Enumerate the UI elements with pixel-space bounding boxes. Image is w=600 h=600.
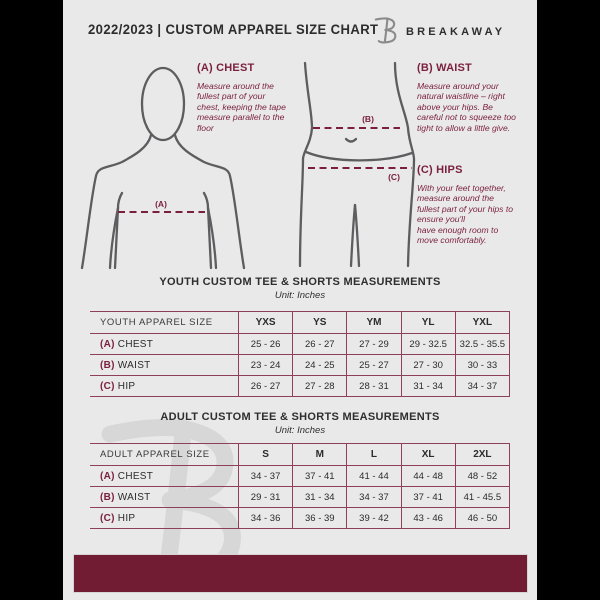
measurement-value: 29 - 32.5 <box>400 333 456 355</box>
waist-guide-heading: (B) WAIST <box>417 62 472 74</box>
measurement-value: 34 - 37 <box>346 486 402 508</box>
measurement-value: 28 - 31 <box>346 375 402 397</box>
measurement-value: 44 - 48 <box>400 465 456 487</box>
table-row: (C) HIP 34 - 36 36 - 39 39 - 42 43 - 46 46 - 5… <box>90 507 511 529</box>
chest-guide-heading: (A) CHEST <box>197 62 255 74</box>
measurement-label: (C) HIP <box>90 375 239 397</box>
table-row: (A) CHEST 25 - 26 26 - 27 27 - 29 29 - 32.5 32… <box>90 333 511 355</box>
measurement-label: (B) WAIST <box>90 486 239 508</box>
adult-section-title: ADULT CUSTOM TEE & SHORTS MEASUREMENTS <box>160 411 440 423</box>
measurement-value: 39 - 42 <box>346 507 402 529</box>
measurement-value: 36 - 39 <box>292 507 348 529</box>
table-header-row: ADULT APPAREL SIZE S M L XL 2XL <box>90 443 511 466</box>
measurement-value: 25 - 27 <box>346 354 402 376</box>
size-column-header: YM <box>346 311 402 334</box>
chest-guide: (A) CHEST Measure around the fullest par… <box>197 62 290 133</box>
measurement-key: (B) <box>100 491 115 503</box>
measurement-value: 37 - 41 <box>292 465 348 487</box>
measurement-label: (C) HIP <box>90 507 239 529</box>
upper-body-figure <box>80 66 246 270</box>
measurement-value: 26 - 27 <box>237 375 294 397</box>
size-chart-sheet: 2022/2023 | CUSTOM APPAREL SIZE CHART BR… <box>63 0 537 600</box>
measurement-value: 41 - 44 <box>346 465 402 487</box>
measurement-key: (C) <box>100 380 115 392</box>
measurement-key: (A) <box>100 470 115 482</box>
measurement-value: 25 - 26 <box>237 333 294 355</box>
page-title: 2022/2023 | CUSTOM APPAREL SIZE CHART <box>88 22 379 37</box>
measurement-key: (C) <box>100 512 115 524</box>
size-column-header: YL <box>400 311 456 334</box>
chest-line-label: (A) <box>155 199 167 209</box>
measurement-key: (A) <box>100 338 115 350</box>
measurement-value: 32.5 - 35.5 <box>454 333 511 355</box>
hips-guide: (C) HIPS With your feet together, measur… <box>417 164 516 246</box>
size-column-header: YXS <box>237 311 294 334</box>
table-label-header: ADULT APPAREL SIZE <box>90 443 239 466</box>
adult-size-table: ADULT APPAREL SIZE S M L XL 2XL (A) CHEST 34 - 3… <box>90 443 511 529</box>
table-row: (C) HIP 26 - 27 27 - 28 28 - 31 31 - 34 34 - 3… <box>90 375 511 397</box>
youth-unit-label: Unit: Inches <box>274 290 326 301</box>
table-row: (B) WAIST 29 - 31 31 - 34 34 - 37 37 - 41 41 -… <box>90 486 511 508</box>
measurement-label: (A) CHEST <box>90 465 239 487</box>
size-column-header: L <box>346 443 402 466</box>
lower-body-figure <box>298 61 416 268</box>
waist-guide: (B) WAIST Measure around your natural wa… <box>417 62 516 133</box>
measurement-value: 30 - 33 <box>454 354 511 376</box>
measurement-key: (B) <box>100 359 115 371</box>
measurement-value: 34 - 37 <box>454 375 511 397</box>
measurement-value: 29 - 31 <box>237 486 294 508</box>
footer-bar <box>73 554 528 593</box>
measurement-label: (A) CHEST <box>90 333 239 355</box>
table-label-header: YOUTH APPAREL SIZE <box>90 311 239 334</box>
measurement-value: 26 - 27 <box>292 333 348 355</box>
youth-section-title: YOUTH CUSTOM TEE & SHORTS MEASUREMENTS <box>159 276 441 288</box>
waist-line-label: (B) <box>362 114 374 124</box>
measurement-value: 24 - 25 <box>292 354 348 376</box>
measurement-label: (B) WAIST <box>90 354 239 376</box>
size-column-header: 2XL <box>454 443 511 466</box>
waist-guide-body: Measure around your natural waistline – … <box>417 81 516 133</box>
table-row: (B) WAIST 23 - 24 24 - 25 25 - 27 27 - 30 30 -… <box>90 354 511 376</box>
hips-line-label: (C) <box>388 172 400 182</box>
measurement-value: 31 - 34 <box>292 486 348 508</box>
brand-name: BREAKAWAY <box>406 26 506 38</box>
chest-guide-body: Measure around the fullest part of your … <box>197 81 286 133</box>
body-measurement-diagram: (A) (B) (C) <box>80 61 416 270</box>
measurement-value: 48 - 52 <box>454 465 511 487</box>
adult-unit-label: Unit: Inches <box>274 425 326 436</box>
measurement-value: 27 - 28 <box>292 375 348 397</box>
measurement-value: 37 - 41 <box>400 486 456 508</box>
measurement-value: 23 - 24 <box>237 354 294 376</box>
size-column-header: XL <box>400 443 456 466</box>
measurement-value: 34 - 37 <box>237 465 294 487</box>
hips-guide-body: With your feet together, measure around … <box>417 183 514 246</box>
size-column-header: M <box>292 443 348 466</box>
measurement-value: 34 - 36 <box>237 507 294 529</box>
breakaway-b-logo-icon <box>374 17 397 44</box>
hips-guide-heading: (C) HIPS <box>417 164 463 176</box>
size-column-header: S <box>237 443 294 466</box>
measurement-value: 31 - 34 <box>400 375 456 397</box>
size-column-header: YS <box>292 311 348 334</box>
table-row: (A) CHEST 34 - 37 37 - 41 41 - 44 44 - 48 48 -… <box>90 465 511 487</box>
size-column-header: YXL <box>454 311 511 334</box>
measurement-value: 41 - 45.5 <box>454 486 511 508</box>
table-header-row: YOUTH APPAREL SIZE YXS YS YM YL YXL <box>90 311 511 334</box>
measurement-value: 43 - 46 <box>400 507 456 529</box>
measurement-value: 46 - 50 <box>454 507 511 529</box>
brand-lockup: BREAKAWAY <box>373 15 505 45</box>
measurement-value: 27 - 30 <box>400 354 456 376</box>
youth-size-table: YOUTH APPAREL SIZE YXS YS YM YL YXL (A) CHEST 25… <box>90 311 511 397</box>
measurement-value: 27 - 29 <box>346 333 402 355</box>
